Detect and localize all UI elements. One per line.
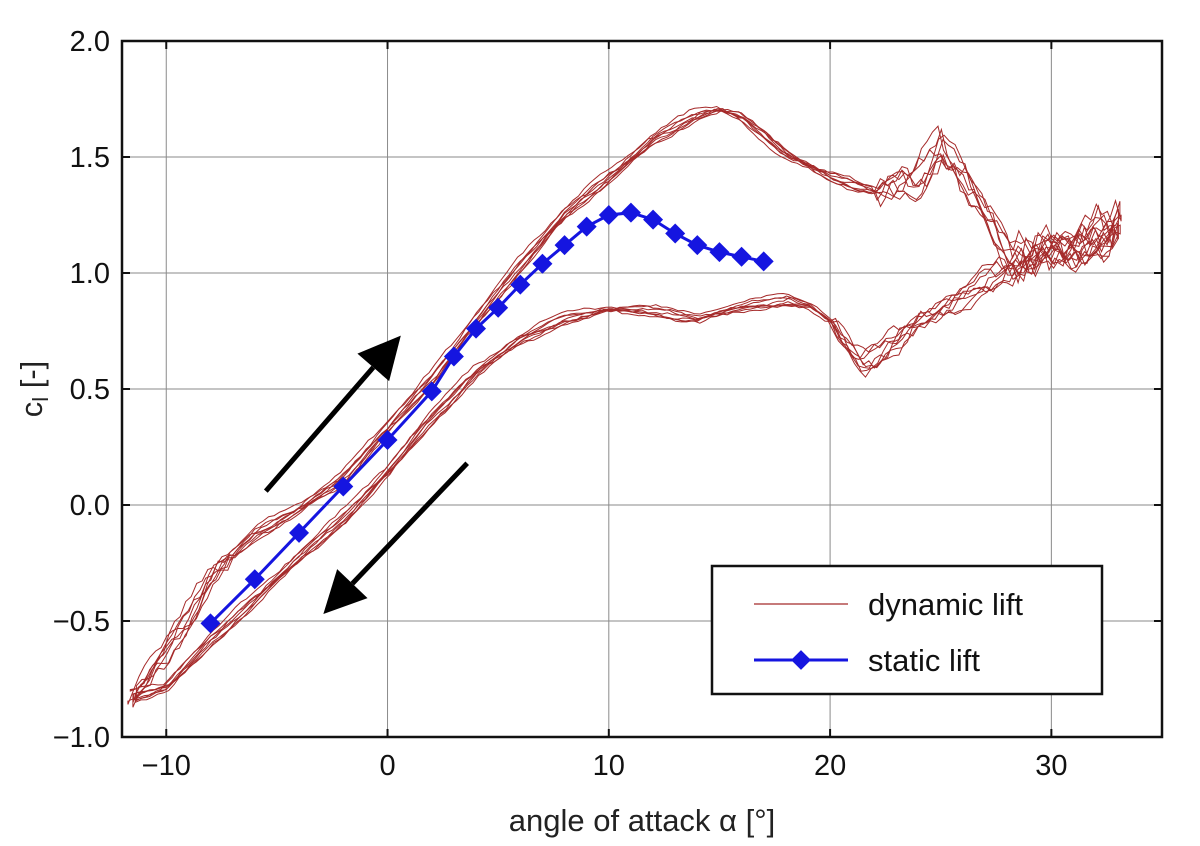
legend-static-label: static lift — [868, 643, 980, 678]
legend: dynamic lift static lift — [710, 564, 1104, 696]
y-axis-label: cl [-] — [14, 361, 53, 418]
static-lift-point — [443, 346, 464, 367]
y-tick-label: −1.0 — [53, 722, 110, 754]
y-axis-label-main: c — [14, 402, 49, 418]
y-axis-label-sub: l — [28, 397, 53, 402]
y-tick-label: −0.5 — [53, 606, 110, 638]
dynamic-lift-cycle — [135, 108, 1122, 699]
y-tick-label: 1.5 — [70, 142, 110, 174]
static-lift-point — [244, 569, 265, 590]
legend-dynamic-label: dynamic lift — [868, 587, 1023, 622]
y-axis-label-unit: [-] — [14, 361, 49, 397]
y-tick-label: 0.0 — [70, 490, 110, 522]
decreasing-aoa-arrow-head — [323, 569, 368, 615]
static-lift-point — [576, 216, 597, 237]
static-lift-point — [532, 253, 553, 274]
static-lift-point — [665, 223, 686, 244]
x-axis-ticks: −10 0 10 20 30 — [142, 41, 1067, 782]
static-lift-point — [289, 522, 310, 543]
x-tick-label: 0 — [379, 750, 395, 782]
static-lift-point — [643, 209, 664, 230]
static-lift-point — [421, 381, 442, 402]
direction-arrows — [263, 335, 470, 615]
static-lift-point — [554, 235, 575, 256]
static-lift-point — [510, 274, 531, 295]
y-tick-label: 1.0 — [70, 258, 110, 290]
x-axis-label: angle of attack α [°] — [509, 803, 775, 838]
dynamic-lift-cycle — [127, 108, 1114, 705]
decreasing-aoa-arrow-shaft — [350, 461, 470, 586]
static-lift-point — [731, 246, 752, 267]
y-tick-label: 0.5 — [70, 374, 110, 406]
static-lift-point — [753, 251, 774, 272]
x-tick-label: −10 — [142, 750, 191, 782]
static-lift-series — [200, 202, 774, 634]
legend-box — [710, 564, 1104, 696]
static-lift-point — [598, 205, 619, 225]
increasing-aoa-arrow-shaft — [263, 365, 376, 493]
static-lift-point — [333, 476, 354, 497]
static-lift-point — [709, 242, 730, 263]
increasing-aoa-arrow-head — [357, 335, 401, 382]
x-tick-label: 20 — [814, 750, 846, 782]
static-lift-point — [488, 297, 509, 318]
static-lift-point — [466, 318, 487, 339]
dynamic-lift-cycle — [132, 110, 1119, 708]
static-lift-point — [200, 613, 221, 634]
static-lift-point — [687, 235, 708, 256]
x-tick-label: 30 — [1035, 750, 1067, 782]
static-lift-point — [377, 430, 398, 451]
static-lift-point — [620, 202, 641, 223]
x-tick-label: 10 — [593, 750, 625, 782]
y-tick-label: 2.0 — [70, 26, 110, 58]
y-axis-ticks: −1.0 −0.5 0.0 0.5 1.0 1.5 2.0 — [53, 26, 1162, 754]
legend-static-marker — [791, 650, 811, 670]
